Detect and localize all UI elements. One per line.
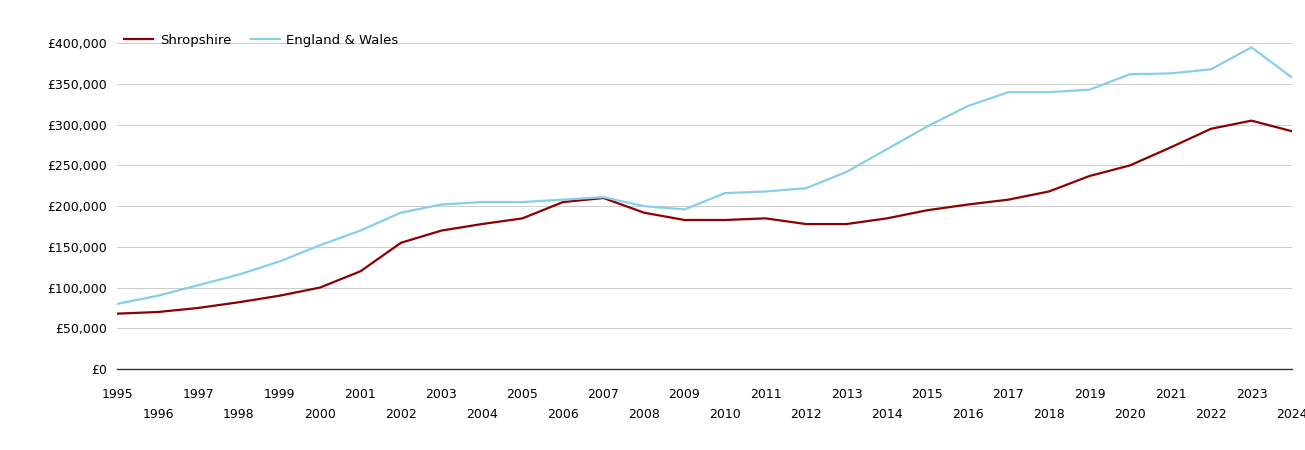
Text: 2004: 2004 — [466, 408, 497, 421]
Shropshire — [393, 240, 408, 246]
England & Wales — [1163, 71, 1178, 76]
Text: 2006: 2006 — [547, 408, 579, 421]
Text: 2003: 2003 — [425, 388, 457, 401]
Text: 2000: 2000 — [304, 408, 335, 421]
England & Wales — [839, 169, 855, 175]
Text: 1999: 1999 — [264, 388, 295, 401]
England & Wales — [799, 185, 814, 191]
England & Wales — [1203, 67, 1219, 72]
Text: 1997: 1997 — [183, 388, 214, 401]
Shropshire — [960, 202, 976, 207]
Text: 1998: 1998 — [223, 408, 254, 421]
Text: 2014: 2014 — [872, 408, 903, 421]
England & Wales — [1284, 75, 1300, 80]
England & Wales — [514, 199, 530, 205]
Text: 2001: 2001 — [345, 388, 376, 401]
England & Wales — [718, 190, 733, 196]
Text: 2021: 2021 — [1155, 388, 1186, 401]
Text: 2009: 2009 — [668, 388, 701, 401]
Text: 2017: 2017 — [993, 388, 1024, 401]
England & Wales — [1122, 72, 1138, 77]
Shropshire — [110, 311, 125, 316]
England & Wales — [150, 293, 166, 298]
Line: England & Wales: England & Wales — [117, 47, 1292, 304]
Shropshire — [758, 216, 774, 221]
Shropshire — [718, 217, 733, 223]
Shropshire — [271, 293, 287, 298]
England & Wales — [393, 210, 408, 216]
Shropshire — [595, 195, 611, 201]
Text: 1995: 1995 — [102, 388, 133, 401]
Shropshire — [312, 285, 328, 290]
Text: 2011: 2011 — [749, 388, 782, 401]
Text: 2016: 2016 — [953, 408, 984, 421]
Text: 2020: 2020 — [1114, 408, 1146, 421]
England & Wales — [880, 146, 895, 152]
Text: 2010: 2010 — [709, 408, 741, 421]
Text: 2005: 2005 — [506, 388, 539, 401]
England & Wales — [271, 259, 287, 264]
Shropshire — [231, 300, 247, 305]
England & Wales — [231, 272, 247, 277]
Legend: Shropshire, England & Wales: Shropshire, England & Wales — [124, 34, 399, 47]
England & Wales — [433, 202, 449, 207]
Text: 2019: 2019 — [1074, 388, 1105, 401]
Shropshire — [1203, 126, 1219, 131]
Shropshire — [150, 309, 166, 315]
England & Wales — [555, 197, 570, 202]
Text: 2007: 2007 — [587, 388, 620, 401]
England & Wales — [191, 283, 206, 288]
England & Wales — [1041, 90, 1057, 95]
Text: 2022: 2022 — [1195, 408, 1227, 421]
England & Wales — [312, 243, 328, 248]
England & Wales — [758, 189, 774, 194]
Shropshire — [352, 269, 368, 274]
Shropshire — [1082, 173, 1098, 179]
Text: 2013: 2013 — [831, 388, 863, 401]
Shropshire — [636, 210, 651, 216]
Text: 2018: 2018 — [1034, 408, 1065, 421]
Shropshire — [191, 305, 206, 310]
England & Wales — [352, 228, 368, 233]
Text: 2024: 2024 — [1276, 408, 1305, 421]
Text: 2012: 2012 — [790, 408, 822, 421]
Shropshire — [555, 199, 570, 205]
England & Wales — [636, 203, 651, 209]
Shropshire — [514, 216, 530, 221]
England & Wales — [1082, 87, 1098, 92]
Text: 2015: 2015 — [912, 388, 944, 401]
Shropshire — [1001, 197, 1017, 202]
Text: 2023: 2023 — [1236, 388, 1267, 401]
Shropshire — [433, 228, 449, 233]
England & Wales — [960, 104, 976, 109]
England & Wales — [1244, 45, 1259, 50]
Shropshire — [1163, 145, 1178, 150]
Shropshire — [839, 221, 855, 227]
England & Wales — [595, 194, 611, 200]
Text: 2008: 2008 — [628, 408, 660, 421]
Text: 2002: 2002 — [385, 408, 416, 421]
Shropshire — [1284, 129, 1300, 134]
England & Wales — [920, 124, 936, 129]
England & Wales — [676, 207, 692, 212]
Shropshire — [799, 221, 814, 227]
Line: Shropshire: Shropshire — [117, 121, 1292, 314]
England & Wales — [110, 301, 125, 306]
Text: 1996: 1996 — [142, 408, 174, 421]
Shropshire — [920, 207, 936, 213]
Shropshire — [474, 221, 489, 227]
England & Wales — [474, 199, 489, 205]
England & Wales — [1001, 90, 1017, 95]
Shropshire — [1041, 189, 1057, 194]
Shropshire — [1122, 163, 1138, 168]
Shropshire — [676, 217, 692, 223]
Shropshire — [1244, 118, 1259, 123]
Shropshire — [880, 216, 895, 221]
